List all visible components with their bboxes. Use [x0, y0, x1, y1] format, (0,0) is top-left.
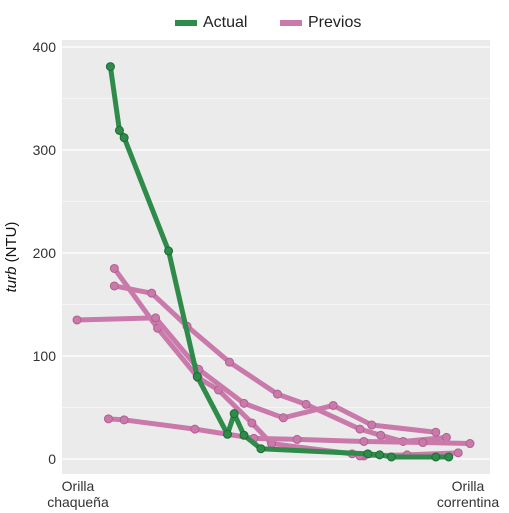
y-axis-title-unit: (NTU) [3, 222, 20, 267]
data-point-previos [453, 448, 463, 458]
data-point-previos [147, 288, 157, 298]
series-line-previos [111, 283, 449, 444]
data-point-actual [119, 133, 129, 143]
series-lines [72, 62, 475, 462]
data-point-previos [103, 414, 113, 424]
data-point-actual [431, 452, 441, 462]
data-point-actual [256, 444, 266, 454]
x-label-right-line1: Orilla [451, 478, 485, 494]
y-tick-label: 0 [48, 451, 56, 467]
data-point-previos [441, 432, 451, 442]
data-point-actual [164, 246, 174, 256]
data-point-actual [223, 429, 233, 439]
data-point-actual [192, 372, 202, 382]
y-axis-title-italic: turb [3, 267, 20, 293]
data-point-previos [465, 439, 475, 449]
data-point-previos [301, 399, 311, 409]
legend-swatch-previos [280, 20, 302, 26]
legend-label-previos: Previos [308, 14, 362, 31]
series-previos-3 [103, 414, 475, 449]
data-point-previos [72, 315, 82, 325]
x-label-left-line1: Orilla [61, 478, 95, 494]
x-label-left-line2: chaqueña [47, 494, 109, 510]
data-point-actual [105, 62, 115, 72]
data-point-previos [247, 418, 257, 428]
data-point-actual [386, 452, 396, 462]
data-point-previos [190, 424, 200, 434]
data-point-previos [359, 436, 369, 446]
y-tick-label: 300 [33, 142, 57, 158]
legend-item-previos: Previos [280, 14, 361, 32]
y-tick-label: 100 [33, 348, 57, 364]
data-point-previos [239, 398, 249, 408]
legend-item-actual: Actual [175, 14, 247, 32]
data-point-previos [376, 430, 386, 440]
data-point-previos [119, 415, 129, 425]
series-actual-5 [105, 62, 454, 462]
data-point-previos [224, 357, 234, 367]
y-tick-label: 400 [33, 39, 57, 55]
y-tick-labels: 0 100 200 300 400 [33, 39, 57, 467]
legend-swatch-actual [175, 20, 197, 26]
data-point-actual [444, 452, 454, 462]
series-line-previos [74, 315, 439, 435]
series-line-previos [105, 416, 473, 447]
data-point-actual [363, 449, 373, 459]
data-point-previos [278, 413, 288, 423]
x-label-left: Orilla chaqueña [38, 478, 118, 510]
data-point-previos [418, 438, 428, 448]
x-label-right-line2: correntina [436, 494, 500, 510]
legend-label-actual: Actual [203, 14, 248, 31]
chart-legend: Actual Previos [0, 14, 509, 38]
plot-panel [62, 40, 490, 474]
data-point-previos [272, 389, 282, 399]
y-tick-label: 200 [33, 245, 57, 261]
grid-lines [62, 46, 490, 460]
data-point-previos [109, 263, 119, 273]
data-point-previos [151, 313, 161, 323]
x-label-right: Orilla correntina [428, 478, 508, 510]
data-point-previos [367, 420, 377, 430]
data-point-actual [229, 409, 239, 419]
data-point-previos [292, 434, 302, 444]
data-point-previos [109, 281, 119, 291]
data-point-actual [239, 430, 249, 440]
data-point-actual [114, 125, 124, 135]
data-point-previos [431, 427, 441, 437]
data-point-previos [355, 424, 365, 434]
data-point-actual [375, 450, 385, 460]
y-axis-title: turb (NTU) [3, 222, 20, 293]
data-point-previos [328, 400, 338, 410]
series-previos-2 [72, 313, 441, 437]
